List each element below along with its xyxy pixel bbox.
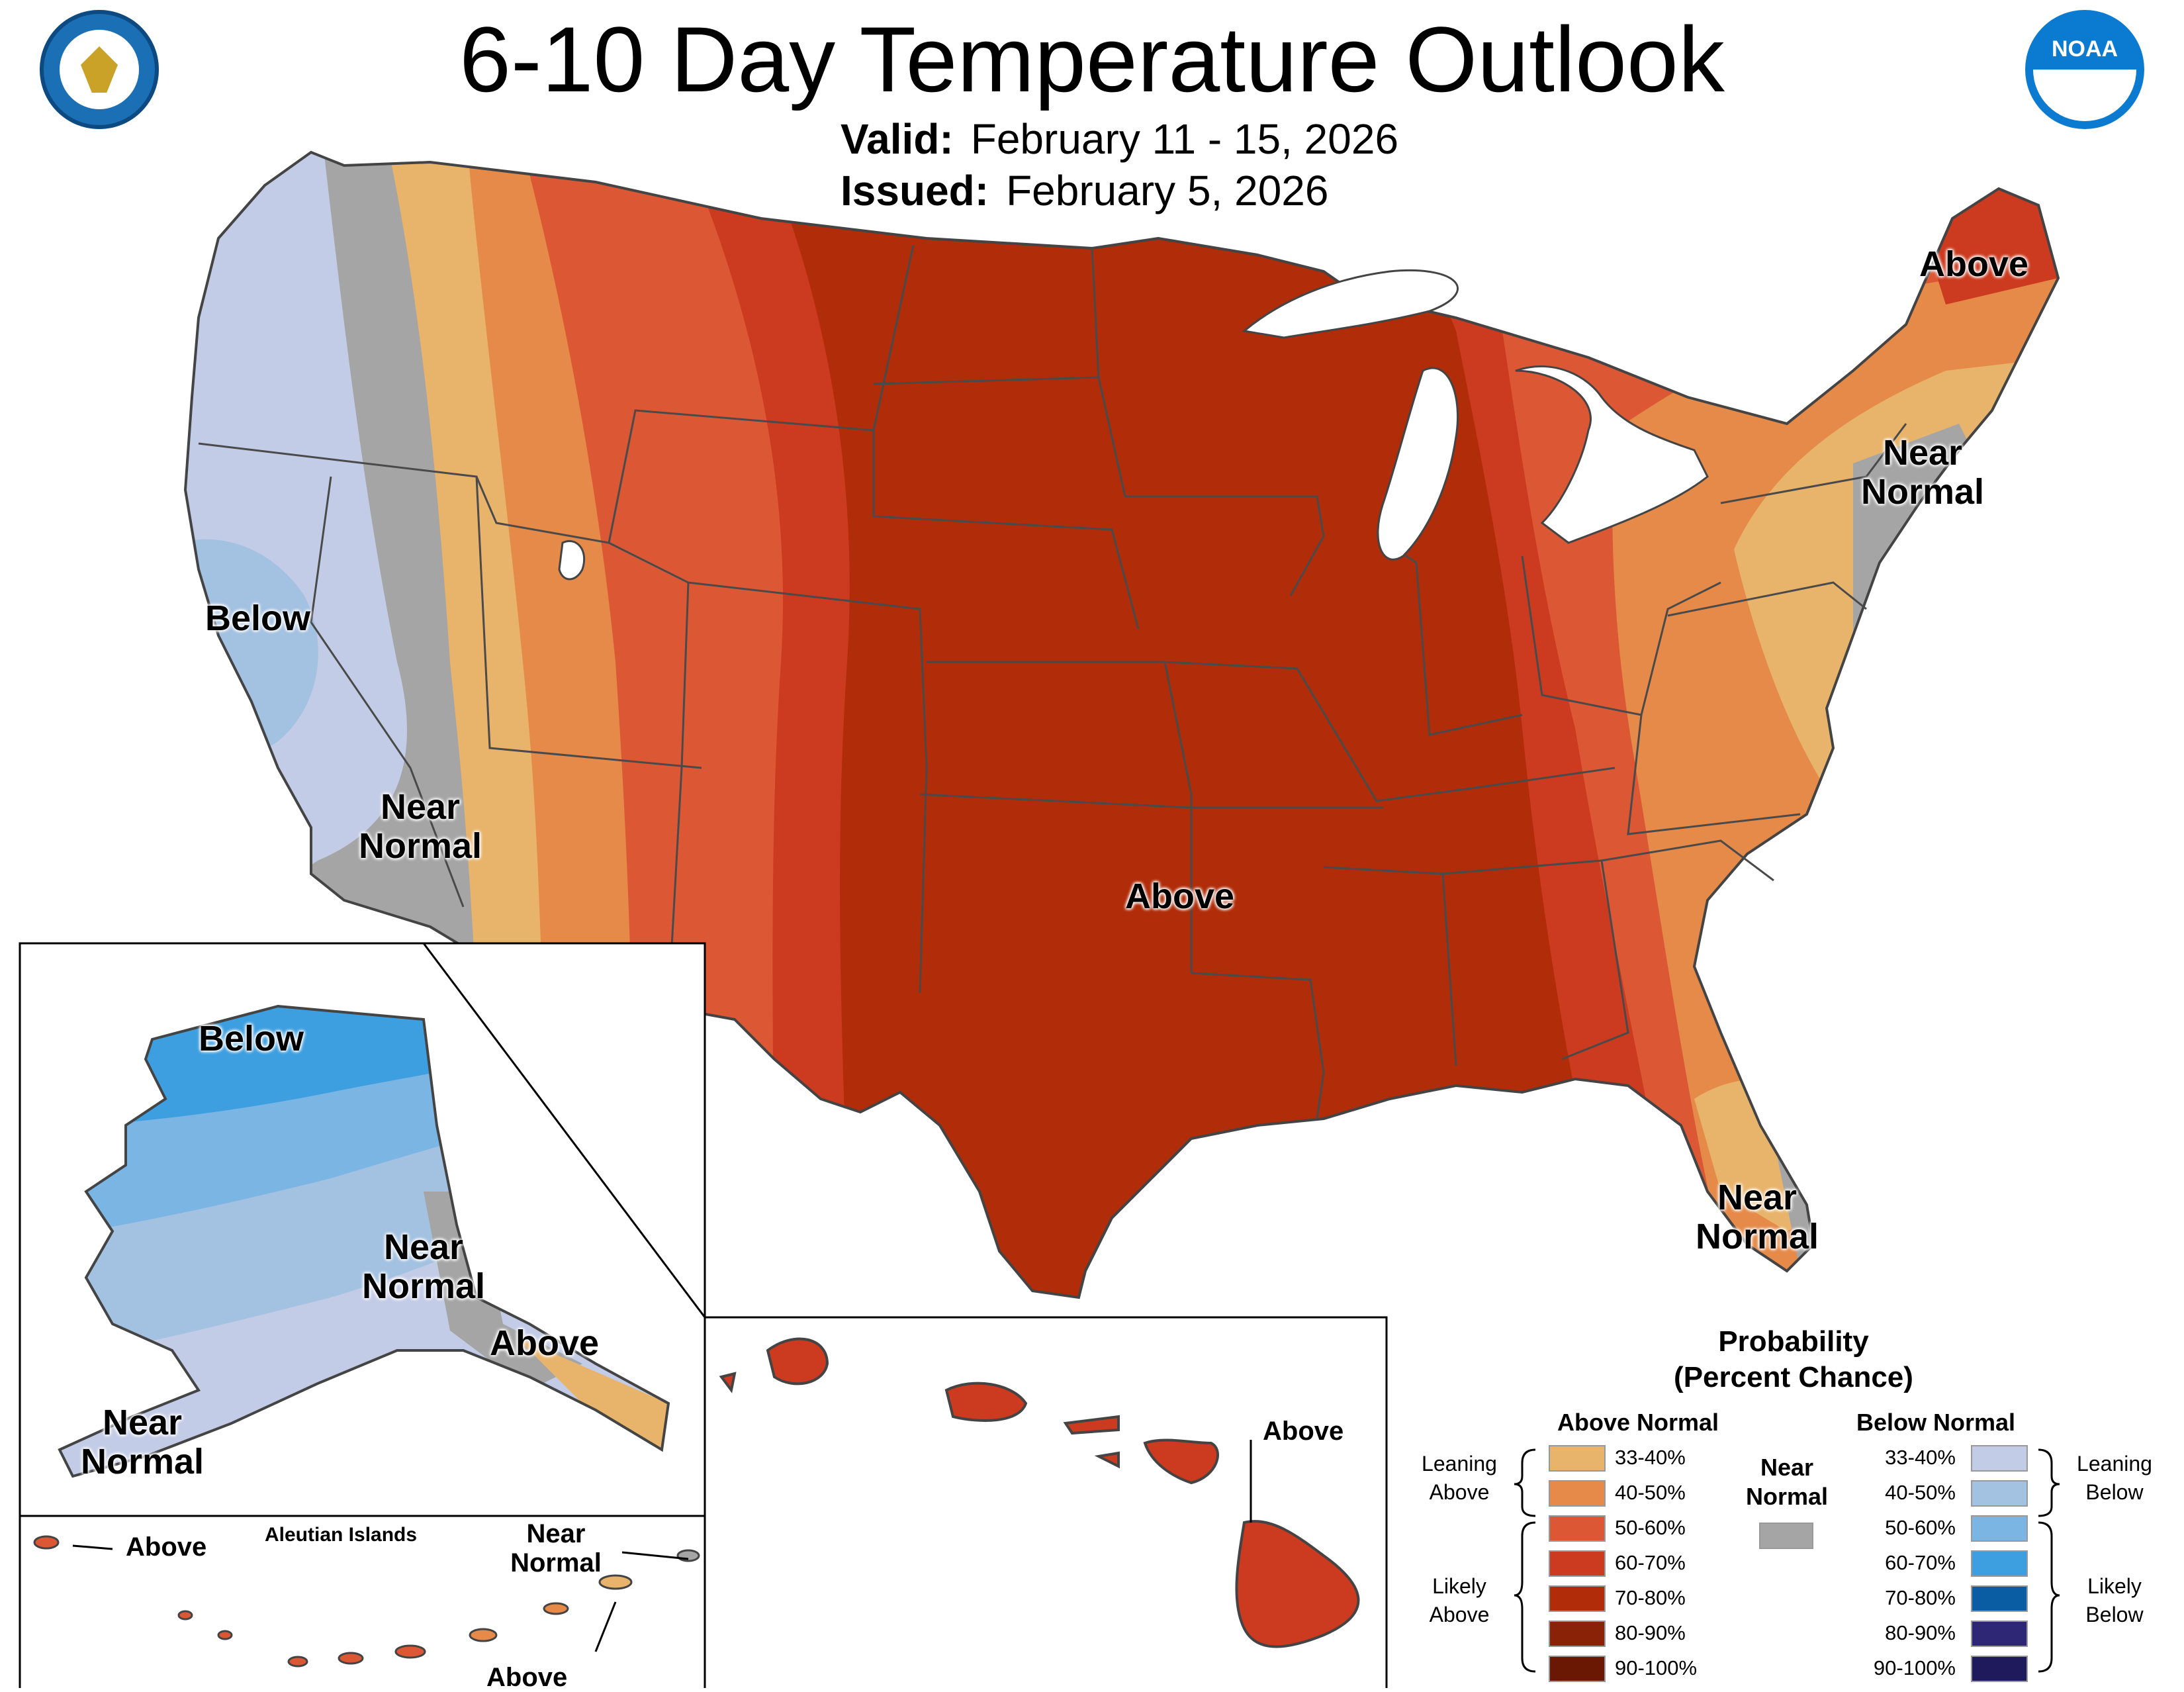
legend-leaning-above: Leaning Above (1422, 1452, 1497, 1505)
legend-brace-above (1514, 1448, 1536, 1673)
legend-above-row-swatch (1549, 1656, 1606, 1682)
legend-brace-below (2038, 1448, 2060, 1673)
legend-below-row-label: 60-70% (1885, 1551, 1956, 1574)
label-ne-near: Near Normal (1860, 433, 1985, 512)
legend-above-row-swatch (1549, 1550, 1606, 1577)
legend-title: Probability (Percent Chance) (1674, 1325, 1913, 1393)
legend-above-row-label: 50-60% (1615, 1516, 1686, 1539)
legend-below-row-swatch (1971, 1445, 2028, 1472)
legend-above-row-label: 40-50% (1615, 1481, 1686, 1504)
hawaii-islands (719, 1337, 1360, 1648)
legend-above-row-label: 60-70% (1615, 1551, 1686, 1574)
legend-below-row-swatch (1971, 1656, 2028, 1682)
department-of-commerce-seal (40, 10, 159, 129)
legend-below-row-swatch (1971, 1550, 2028, 1577)
legend-above-row-swatch (1549, 1445, 1606, 1472)
label-maine-above: Above (1919, 244, 2029, 284)
legend-likely-above: Likely Above (1429, 1574, 1490, 1627)
label-ak-near: Near Normal (361, 1227, 486, 1307)
legend-below-header: Below Normal (1856, 1409, 2016, 1436)
legend-leaning-below: Leaning Below (2077, 1452, 2152, 1505)
label-ak-sw-near: Near Normal (80, 1403, 205, 1482)
label-fl-near: Near Normal (1695, 1178, 1819, 1257)
legend-near-normal-label: Near Normal (1745, 1454, 1829, 1510)
aleutian-title: Aleutian Islands (265, 1524, 418, 1546)
legend-likely-below: Likely Below (2085, 1574, 2144, 1627)
legend-above-row-label: 90-100% (1615, 1656, 1698, 1679)
legend-near-normal-swatch (1759, 1523, 1813, 1549)
label-ak-above: Above (490, 1323, 600, 1363)
issued-line: Issued: February 5, 2026 (841, 165, 1328, 216)
noaa-logo-text: NOAA (2051, 36, 2118, 62)
issued-date: February 5, 2026 (1006, 167, 1329, 214)
noaa-logo: NOAA (2025, 10, 2144, 129)
legend-above-row-swatch (1549, 1585, 1606, 1612)
legend-below-row-label: 70-80% (1885, 1586, 1956, 1609)
legend-above-header: Above Normal (1557, 1409, 1719, 1436)
legend-above-row-swatch (1549, 1621, 1606, 1647)
state-boundaries (198, 244, 1907, 1119)
legend-below-row-label: 40-50% (1885, 1481, 1956, 1504)
legend-below-row-label: 90-100% (1873, 1656, 1956, 1679)
label-hawaii-above: Above (1263, 1417, 1344, 1446)
legend-below-row-label: 33-40% (1885, 1446, 1956, 1469)
great-lakes (558, 269, 1709, 581)
label-central-above: Above (1125, 876, 1235, 916)
valid-dates: February 11 - 15, 2026 (970, 115, 1399, 163)
legend-above-row-swatch (1549, 1480, 1606, 1507)
page-title: 6-10 Day Temperature Outlook (459, 7, 1725, 111)
valid-line: Valid: February 11 - 15, 2026 (841, 114, 1398, 164)
legend-above-row-label: 70-80% (1615, 1586, 1686, 1609)
issued-label: Issued: (841, 167, 989, 214)
label-aleutian-south-above: Above (486, 1663, 568, 1692)
label-west-below: Below (205, 598, 311, 638)
legend-above-row-label: 33-40% (1615, 1446, 1686, 1469)
label-ak-below: Below (199, 1019, 304, 1058)
legend-below-row-label: 80-90% (1885, 1621, 1956, 1644)
legend-above-row-swatch (1549, 1515, 1606, 1542)
label-aleutian-west-above: Above (126, 1532, 207, 1562)
legend-below-row-swatch (1971, 1621, 2028, 1647)
legend-below-row-swatch (1971, 1585, 2028, 1612)
label-aleutian-near: Near Normal (510, 1519, 602, 1577)
valid-label: Valid: (841, 115, 954, 163)
legend-below-row-swatch (1971, 1480, 2028, 1507)
legend-above-row-label: 80-90% (1615, 1621, 1686, 1644)
aleutian-islands (33, 1535, 700, 1668)
legend-below-row-swatch (1971, 1515, 2028, 1542)
label-west-near: Near Normal (358, 787, 482, 867)
legend-below-row-label: 50-60% (1885, 1516, 1956, 1539)
